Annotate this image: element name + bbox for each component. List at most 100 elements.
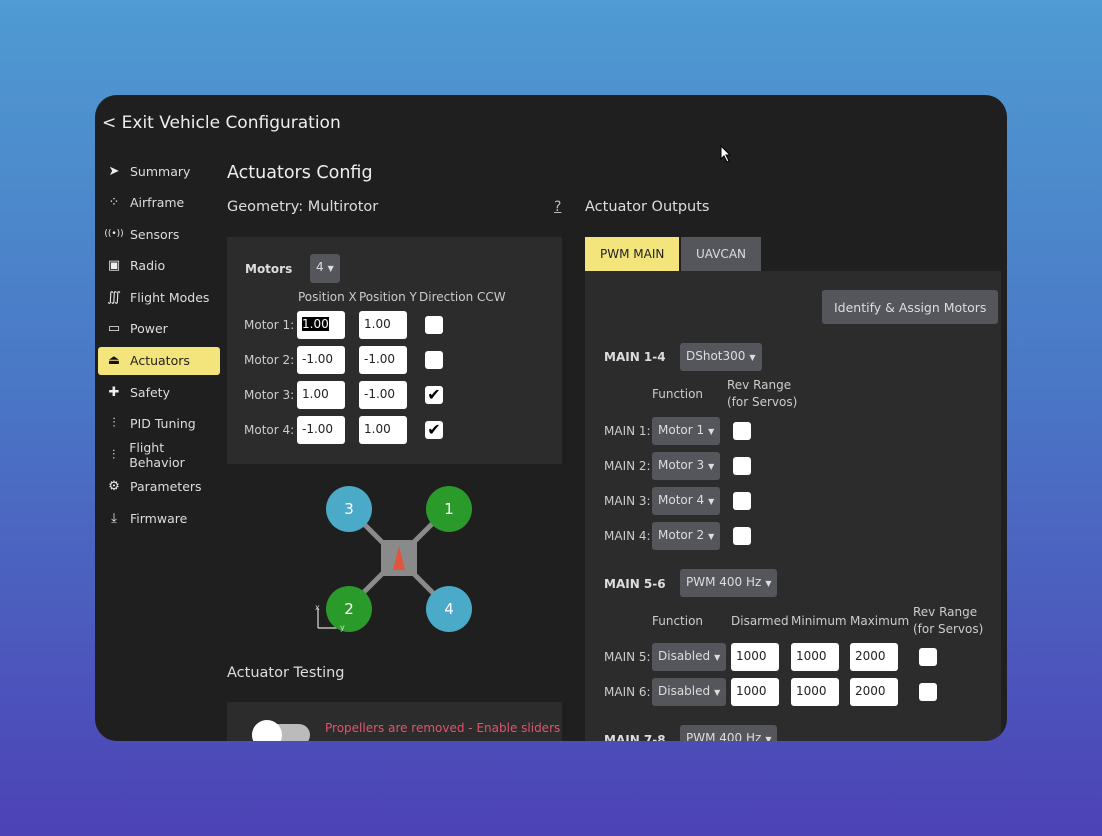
col-rev-range-sub: (for Servos) xyxy=(913,622,984,636)
select-value: Motor 1 xyxy=(658,423,705,437)
motors-count-select[interactable]: 4 ▼ xyxy=(310,254,340,283)
position-y-input[interactable]: -1.00 xyxy=(359,346,407,374)
col-direction-ccw: Direction CCW xyxy=(419,290,506,304)
function-select[interactable]: Motor 4 ▼ xyxy=(652,487,721,515)
position-x-input[interactable]: -1.00 xyxy=(297,346,345,374)
help-link[interactable]: ? xyxy=(554,199,562,215)
paper-plane-icon: ➤ xyxy=(108,163,120,179)
disarmed-input[interactable]: 1000 xyxy=(731,678,779,706)
function-select[interactable]: Disabled ▼ xyxy=(652,678,727,706)
minimum-input[interactable]: 1000 xyxy=(791,643,839,671)
rev-range-checkbox[interactable] xyxy=(919,683,937,701)
sliders-icon: ⫶ xyxy=(112,416,116,432)
rev-range-checkbox[interactable] xyxy=(733,492,751,510)
sidebar-item-label: Flight Behavior xyxy=(129,440,185,471)
sidebar-item-label: Firmware xyxy=(130,511,188,527)
rev-range-checkbox[interactable] xyxy=(733,422,751,440)
function-select[interactable]: Motor 1 ▼ xyxy=(652,417,721,445)
sidebar-item-label: Sensors xyxy=(130,226,180,242)
disarmed-input[interactable]: 1000 xyxy=(731,643,779,671)
maximum-input[interactable]: 2000 xyxy=(850,678,898,706)
sidebar-item-parameters[interactable]: ⚙ Parameters xyxy=(98,473,220,501)
actuator-outputs-title: Actuator Outputs xyxy=(585,199,710,215)
flight-modes-icon: ∭ xyxy=(107,289,121,305)
caret-down-icon: ▼ xyxy=(708,462,715,471)
caret-down-icon: ▼ xyxy=(714,688,721,697)
sidebar-item-label: Actuators xyxy=(130,353,190,369)
airframe-icon: ⁘ xyxy=(108,195,120,211)
function-select[interactable]: Disabled ▼ xyxy=(652,643,727,671)
output-label: MAIN 1: xyxy=(604,424,651,438)
outputs-panel: Identify & Assign Motors MAIN 1-4 DShot3… xyxy=(585,271,1001,741)
tab-uavcan[interactable]: UAVCAN xyxy=(681,237,761,271)
sidebar-item-firmware[interactable]: ⤓ Firmware xyxy=(98,505,220,533)
group2-protocol-select[interactable]: PWM 400 Hz ▼ xyxy=(680,569,778,597)
position-x-input[interactable]: -1.00 xyxy=(297,416,345,444)
sidebar-item-label: Flight Modes xyxy=(130,289,210,305)
caret-down-icon: ▼ xyxy=(708,427,715,436)
vehicle-config-window: < Exit Vehicle Configuration ➤ Summary ⁘ Ai… xyxy=(95,95,1007,741)
col-function: Function xyxy=(652,387,704,401)
heading-arrow-icon xyxy=(393,546,405,570)
direction-ccw-checkbox[interactable] xyxy=(425,351,443,369)
col-minimum: Minimum xyxy=(791,614,847,628)
page-title: Actuators Config xyxy=(227,163,373,183)
direction-ccw-checkbox[interactable]: ✔ xyxy=(425,421,443,439)
sidebar-item-pid-tuning[interactable]: ⫶ PID Tuning xyxy=(98,410,220,438)
first-aid-icon: ✚ xyxy=(108,384,120,400)
position-y-input[interactable]: 1.00 xyxy=(359,416,407,444)
sliders-icon: ⫶ xyxy=(111,447,116,463)
sidebar-item-label: Safety xyxy=(130,384,170,400)
col-position-y: Position Y xyxy=(359,290,417,304)
position-y-input[interactable]: 1.00 xyxy=(359,311,407,339)
output-label: MAIN 5: xyxy=(604,650,651,664)
direction-ccw-checkbox[interactable]: ✔ xyxy=(425,386,443,404)
group3-protocol-select[interactable]: PWM 400 Hz ▼ xyxy=(680,725,778,741)
position-x-input[interactable]: 1.00 xyxy=(297,311,345,339)
enable-sliders-toggle[interactable] xyxy=(252,720,310,741)
identify-assign-motors-button[interactable]: Identify & Assign Motors xyxy=(822,290,999,324)
output-label: MAIN 4: xyxy=(604,529,651,543)
output-label: MAIN 2: xyxy=(604,459,651,473)
direction-ccw-checkbox[interactable] xyxy=(425,316,443,334)
maximum-input[interactable]: 2000 xyxy=(850,643,898,671)
group1-protocol-select[interactable]: DShot300 ▼ xyxy=(680,343,762,371)
sidebar-nav: ➤ Summary ⁘ Airframe ((•)) Sensors ▣ Radio ∭ Flig… xyxy=(98,157,220,536)
sidebar-item-summary[interactable]: ➤ Summary xyxy=(98,157,220,185)
caret-down-icon: ▼ xyxy=(749,353,756,362)
sidebar-item-radio[interactable]: ▣ Radio xyxy=(98,252,220,280)
motors-count-value: 4 xyxy=(316,260,324,274)
caret-down-icon: ▼ xyxy=(708,532,715,541)
output-label: MAIN 3: xyxy=(604,494,651,508)
sidebar-item-flight-behavior[interactable]: ⫶ Flight Behavior xyxy=(98,440,220,471)
minimum-input[interactable]: 1000 xyxy=(791,678,839,706)
axis-x-label: x xyxy=(315,603,320,612)
select-value: Disabled xyxy=(658,649,711,663)
radio-icon: ▣ xyxy=(107,258,121,274)
caret-down-icon: ▼ xyxy=(327,264,334,273)
position-x-input[interactable]: 1.00 xyxy=(297,381,345,409)
rev-range-checkbox[interactable] xyxy=(733,527,751,545)
rev-range-checkbox[interactable] xyxy=(919,648,937,666)
motor-label: Motor 4: xyxy=(244,423,295,437)
sidebar-item-power[interactable]: ▭ Power xyxy=(98,315,220,343)
function-select[interactable]: Motor 2 ▼ xyxy=(652,522,721,550)
group1-label: MAIN 1-4 xyxy=(604,350,666,364)
motor-label: Motor 3: xyxy=(244,388,295,402)
sidebar-item-sensors[interactable]: ((•)) Sensors xyxy=(98,220,220,248)
sidebar-item-label: Airframe xyxy=(130,195,185,211)
sidebar-item-flight-modes[interactable]: ∭ Flight Modes xyxy=(98,283,220,311)
geometry-panel: Motors 4 ▼ Position X Position Y Directio… xyxy=(227,237,562,464)
tab-pwm-main[interactable]: PWM MAIN xyxy=(585,237,680,271)
position-y-input[interactable]: -1.00 xyxy=(359,381,407,409)
sidebar-item-safety[interactable]: ✚ Safety xyxy=(98,378,220,406)
battery-icon: ▭ xyxy=(107,321,121,337)
function-select[interactable]: Motor 3 ▼ xyxy=(652,452,721,480)
caret-down-icon: ▼ xyxy=(765,579,772,588)
rotor-4: 4 xyxy=(426,586,472,632)
exit-vehicle-config-link[interactable]: < Exit Vehicle Configuration xyxy=(102,113,341,133)
sidebar-item-actuators[interactable]: ⏏ Actuators xyxy=(98,346,220,375)
rev-range-checkbox[interactable] xyxy=(733,457,751,475)
sidebar-item-airframe[interactable]: ⁘ Airframe xyxy=(98,189,220,217)
group3-label: MAIN 7-8 xyxy=(604,733,666,741)
